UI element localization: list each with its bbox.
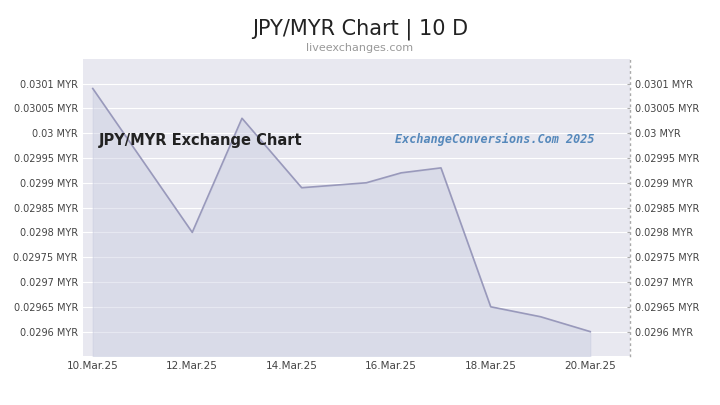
Text: JPY/MYR Exchange Chart: JPY/MYR Exchange Chart bbox=[99, 133, 303, 148]
Text: liveexchanges.com: liveexchanges.com bbox=[307, 43, 413, 53]
Text: ExchangeConversions.Com 2025: ExchangeConversions.Com 2025 bbox=[395, 133, 594, 146]
Text: JPY/MYR Chart | 10 D: JPY/MYR Chart | 10 D bbox=[252, 18, 468, 40]
